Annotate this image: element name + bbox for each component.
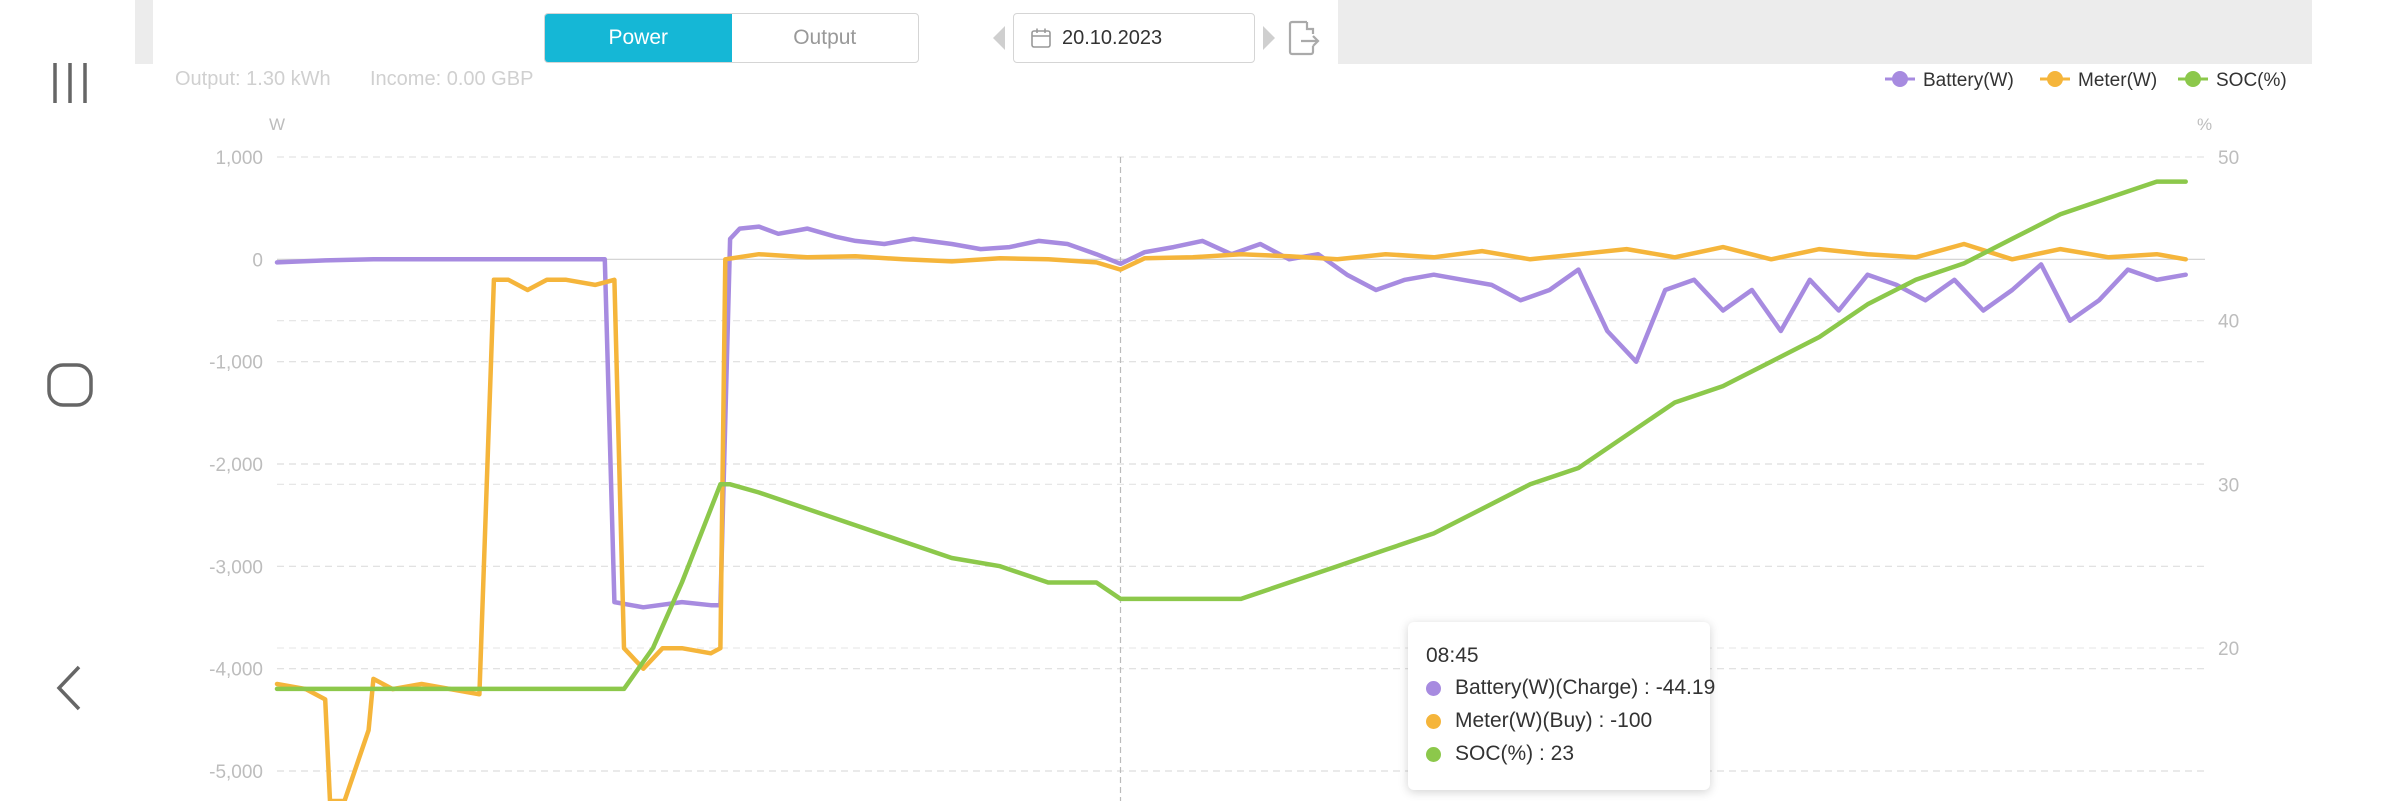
y2-tick-label: 50 <box>2218 148 2239 169</box>
tooltip-soc-value: SOC(%) : 23 <box>1455 742 1575 765</box>
legend-label: SOC(%) <box>2216 70 2287 91</box>
legend-label: Meter(W) <box>2078 70 2157 91</box>
back-button[interactable] <box>30 648 110 728</box>
next-day-arrow[interactable] <box>1263 26 1275 50</box>
power-line-chart[interactable]: 1,000 0 -1,000 -2,000 -3,000 -4,000 -5,000 50 40… <box>135 0 2312 801</box>
calendar-icon <box>1031 28 1051 48</box>
y2-tick-label: 40 <box>2218 312 2239 333</box>
income-summary: Income: 0.00 GBP <box>370 68 534 90</box>
y-tick-label: -3,000 <box>209 557 263 578</box>
recent-apps-icon <box>53 63 87 103</box>
meter-dot-icon <box>1426 713 1441 729</box>
tab-power[interactable]: Power <box>545 14 732 62</box>
series-line-meterw <box>274 241 2188 801</box>
output-summary: Output: 1.30 kWh <box>175 68 331 90</box>
tab-output[interactable]: Output <box>793 26 857 49</box>
chart-tooltip: 08:45 Battery(W)(Charge) : -44.19 Meter(… <box>1408 622 1715 790</box>
date-value: 20.10.2023 <box>1062 26 1163 49</box>
y2-tick-label: 20 <box>2218 639 2239 660</box>
legend-label: Battery(W) <box>1923 70 2014 91</box>
previous-day-arrow[interactable] <box>993 26 1005 50</box>
view-toggle: Power Output <box>544 13 919 63</box>
series-line-soc <box>274 179 2188 692</box>
system-nav-bar <box>0 0 135 801</box>
tooltip-time: 08:45 <box>1426 644 1479 667</box>
tooltip-row-soc: SOC(%) : 23 <box>1426 742 1574 766</box>
export-file-icon <box>1288 20 1320 56</box>
tooltip-meter-value: Meter(W)(Buy) : -100 <box>1455 709 1653 732</box>
home-button[interactable] <box>30 345 110 425</box>
tooltip-row-meter: Meter(W)(Buy) : -100 <box>1426 709 1652 733</box>
y2-tick-label: 30 <box>2218 475 2239 496</box>
right-margin <box>2312 0 2400 801</box>
tooltip-row-battery: Battery(W)(Charge) : -44.19 <box>1426 676 1715 700</box>
back-icon <box>56 665 81 711</box>
soc-dot-icon <box>1426 746 1441 762</box>
y-tick-label: 0 <box>252 250 263 271</box>
tooltip-battery-value: Battery(W)(Charge) : -44.19 <box>1455 676 1716 699</box>
recent-apps-button[interactable] <box>30 43 110 123</box>
chart-panel: Power Output 20.10.2023 Output: 1.30 kWh… <box>135 0 2312 801</box>
y-tick-label: -4,000 <box>209 660 263 681</box>
legend-dot-marker <box>2185 71 2201 87</box>
y-axis-unit: W <box>269 115 285 134</box>
y-tick-label: -2,000 <box>209 455 263 476</box>
y2-axis-unit: % <box>2197 115 2212 134</box>
export-button[interactable] <box>1287 20 1321 56</box>
y-tick-label: -1,000 <box>209 353 263 374</box>
home-icon <box>47 363 93 407</box>
date-picker[interactable]: 20.10.2023 <box>1013 13 1255 63</box>
battery-dot-icon <box>1426 680 1441 696</box>
toolbar-card <box>153 0 1338 64</box>
legend-dot-marker <box>2047 71 2063 87</box>
legend-dot-marker <box>1892 71 1908 87</box>
y-tick-label: 1,000 <box>215 148 263 169</box>
y-tick-label: -5,000 <box>209 762 263 783</box>
series-line-batteryw <box>274 224 2188 610</box>
